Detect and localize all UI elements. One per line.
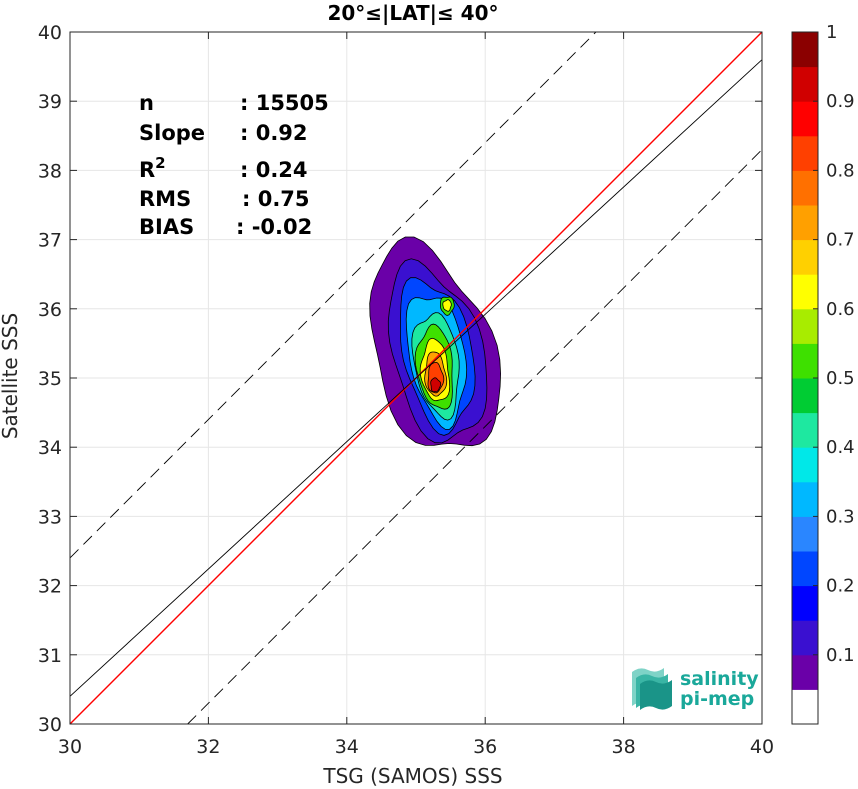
y-tick-label: 35 xyxy=(38,368,62,390)
upper-bound-dashed-line xyxy=(69,31,597,559)
colorbar-band xyxy=(792,412,818,448)
secondary-peak-contour-0.6 xyxy=(442,299,452,312)
colorbar-tick-label: 0.7 xyxy=(826,230,855,251)
regression-line xyxy=(69,59,763,697)
stat-label-n: n xyxy=(139,91,154,115)
x-tick-label: 38 xyxy=(612,736,636,758)
colorbar-tick-label: 0.8 xyxy=(826,160,855,181)
colorbar-band xyxy=(792,101,818,137)
stat-value-rms: : 0.75 xyxy=(242,187,310,211)
stat-value-slope: : 0.92 xyxy=(240,121,308,145)
logo-line1: salinity xyxy=(680,668,759,690)
y-tick-label: 34 xyxy=(38,437,62,459)
colorbar-band xyxy=(792,689,818,725)
density-contour-0.9 xyxy=(430,377,442,393)
stat-label-bias: BIAS xyxy=(139,215,194,239)
stat-value-r: : 0.24 xyxy=(240,158,308,182)
colorbar-band xyxy=(792,308,818,344)
colorbar-tick-label: 0.4 xyxy=(826,437,855,458)
colorbar-band xyxy=(792,585,818,621)
x-axis-label: TSG (SAMOS) SSS xyxy=(322,764,502,788)
colorbar-band xyxy=(792,32,818,68)
y-tick-label: 39 xyxy=(38,91,62,113)
colorbar-band xyxy=(792,620,818,656)
colorbar-band xyxy=(792,481,818,517)
x-tick-label: 30 xyxy=(58,736,82,758)
colorbar-tick-label: 0.2 xyxy=(826,576,855,597)
chart-title: 20°≤|LAT|≤ 40° xyxy=(327,1,498,25)
colorbar-band xyxy=(792,239,818,275)
colorbar-tick-label: 0.6 xyxy=(826,299,855,320)
stat-value-n: : 15505 xyxy=(240,91,329,115)
y-tick-label: 31 xyxy=(38,645,62,667)
colorbar-band xyxy=(792,378,818,414)
stat-value-bias: : -0.02 xyxy=(236,215,312,239)
colorbar-tick-label: 0.1 xyxy=(826,645,855,666)
lower-bound-dashed-line xyxy=(187,149,763,725)
y-tick-label: 32 xyxy=(38,576,62,598)
colorbar-tick-label: 0.3 xyxy=(826,506,855,527)
colorbar-band xyxy=(792,170,818,206)
stat-label-rms: RMS xyxy=(139,187,191,211)
colorbar: 0.1 0.2 0.3 0.4 0.5 0.6 0.7 0.8 0.9 1 xyxy=(791,22,855,725)
y-tick-label: 30 xyxy=(38,714,62,736)
x-tick-label: 32 xyxy=(196,736,220,758)
logo-line2: pi-mep xyxy=(680,688,754,710)
colorbar-band xyxy=(792,66,818,102)
colorbar-band xyxy=(792,343,818,379)
density-contours xyxy=(369,236,502,447)
colorbar-band xyxy=(792,654,818,690)
x-tick-label: 40 xyxy=(750,736,774,758)
x-tick-label: 36 xyxy=(473,736,497,758)
colorbar-tick-label: 0.9 xyxy=(826,91,855,112)
y-tick-label: 40 xyxy=(38,22,62,44)
logo-waves-icon xyxy=(632,668,672,710)
y-tick-label: 38 xyxy=(38,160,62,182)
x-tick-label: 34 xyxy=(335,736,359,758)
colorbar-band xyxy=(792,447,818,483)
y-tick-label: 37 xyxy=(38,230,62,252)
colorbar-tick-label: 0.5 xyxy=(826,368,855,389)
y-tick-label: 33 xyxy=(38,506,62,528)
salinity-pi-mep-logo: salinity pi-mep xyxy=(632,668,759,710)
axes: 30 32 34 36 38 40 30 31 32 33 34 35 36 37 38 39 40 xyxy=(38,22,774,758)
colorbar-band xyxy=(792,516,818,552)
colorbar-band xyxy=(792,135,818,171)
reference-lines xyxy=(69,31,763,725)
stat-label-slope: Slope xyxy=(139,121,205,145)
y-axis-label: Satellite SSS xyxy=(0,313,22,439)
colorbar-band xyxy=(792,274,818,310)
colorbar-band xyxy=(792,205,818,241)
colorbar-band xyxy=(792,551,818,587)
y-tick-label: 36 xyxy=(38,299,62,321)
colorbar-tick-label: 1 xyxy=(826,22,837,43)
